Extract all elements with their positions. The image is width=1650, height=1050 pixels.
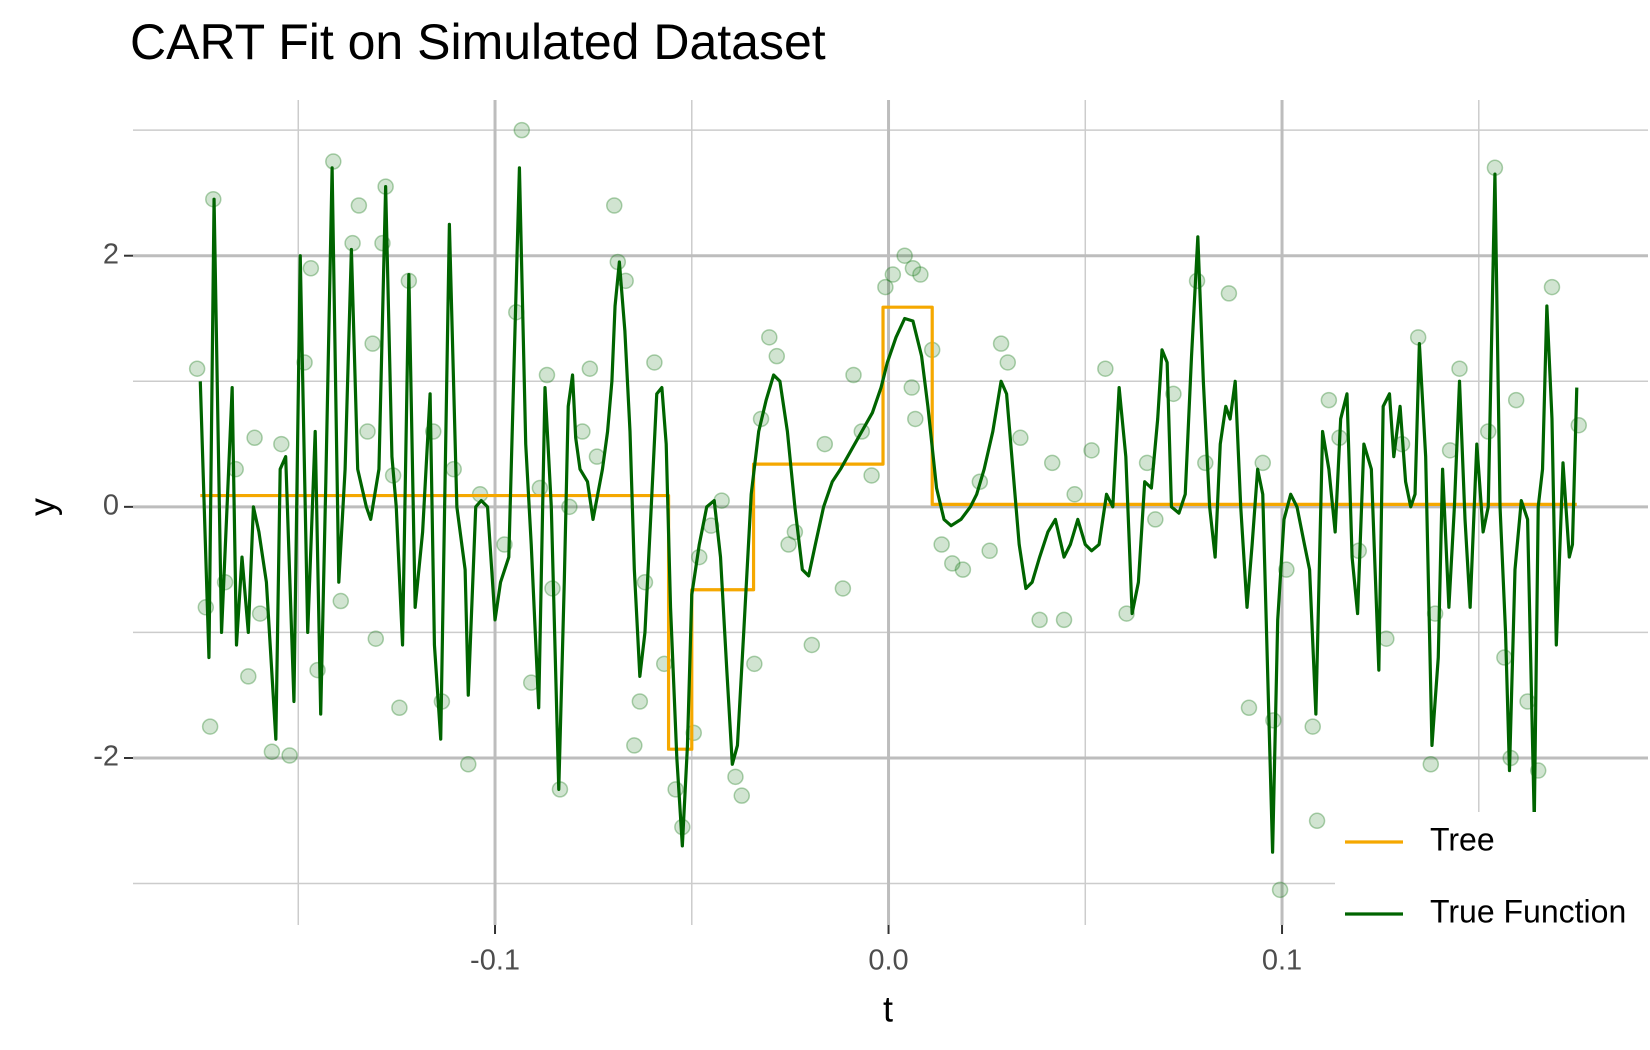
data-point: [636, 573, 654, 591]
data-point: [1308, 812, 1326, 830]
data-point: [896, 247, 913, 264]
legend: Tree True Function: [1335, 812, 1650, 1004]
x-tick-label: 0.0: [868, 945, 908, 977]
data-point: [460, 756, 477, 773]
data-point: [727, 768, 744, 786]
x-tick-label: -0.1: [470, 945, 520, 977]
data-point: [1378, 630, 1395, 647]
data-point: [667, 781, 684, 798]
data-point: [561, 498, 578, 516]
data-point: [834, 580, 852, 597]
y-tick-label: 2: [103, 238, 119, 270]
y-tick-label: -2: [93, 741, 119, 773]
data-point: [1271, 881, 1289, 899]
data-point: [263, 743, 281, 760]
data-point: [816, 435, 834, 453]
data-point: [1220, 285, 1238, 302]
data-point: [531, 479, 549, 497]
data-point: [786, 523, 804, 541]
data-point: [1240, 699, 1258, 717]
data-point: [1320, 391, 1338, 409]
grid: -0.1 0.0 0.1 -2 0 2: [93, 100, 1648, 977]
x-tick-label: 0.1: [1262, 945, 1302, 977]
data-point: [445, 460, 462, 478]
data-point: [631, 693, 649, 710]
data-point: [999, 354, 1017, 371]
data-point: [302, 260, 320, 277]
data-point: [912, 266, 929, 283]
data-point: [1031, 611, 1048, 629]
data-point: [1055, 611, 1073, 629]
series-line: [198, 166, 1579, 854]
data-point: [768, 347, 786, 365]
legend-label: Tree: [1430, 821, 1495, 857]
chart-title: CART Fit on Simulated Dataset: [130, 14, 826, 70]
data-point: [884, 266, 902, 283]
data-point: [1012, 429, 1029, 447]
data-point: [1422, 756, 1440, 773]
data-point: [992, 335, 1010, 352]
data-point: [251, 605, 269, 622]
data-point: [746, 655, 763, 673]
data-point: [273, 435, 290, 453]
data-point: [761, 329, 778, 346]
x-axis-label: t: [883, 989, 893, 1030]
data-point: [367, 630, 385, 647]
data-point: [359, 423, 376, 440]
data-point: [944, 555, 961, 572]
data-point: [803, 636, 821, 654]
data-point: [933, 536, 950, 553]
data-point: [1083, 442, 1100, 459]
data-point: [1507, 391, 1525, 409]
data-point: [713, 492, 730, 509]
data-point: [981, 542, 998, 560]
legend-box: [1335, 812, 1650, 1004]
legend-label: True Function: [1430, 893, 1626, 929]
data-point: [863, 467, 880, 484]
plot-area: [188, 121, 1587, 899]
data-point: [877, 278, 894, 296]
data-point: [240, 668, 257, 685]
data-point: [1097, 360, 1114, 377]
data-point: [1147, 511, 1164, 528]
data-point: [581, 360, 599, 377]
data-point: [1496, 649, 1513, 666]
y-axis-label: y: [22, 498, 63, 516]
data-point: [538, 366, 556, 384]
data-point: [332, 592, 350, 610]
data-point: [391, 699, 408, 717]
series-line: [200, 305, 1577, 751]
data-point: [1451, 360, 1468, 377]
data-point: [1043, 454, 1061, 472]
data-point: [350, 197, 368, 214]
data-point: [904, 260, 922, 277]
data-point: [246, 429, 263, 447]
data-point: [1304, 718, 1321, 735]
data-point: [281, 747, 298, 764]
data-point: [1118, 605, 1135, 622]
data-point: [1570, 416, 1587, 434]
data-point: [201, 718, 219, 735]
data-point: [606, 197, 623, 214]
data-point: [845, 366, 862, 384]
data-point: [780, 536, 797, 553]
data-point: [1543, 278, 1561, 296]
data-point: [364, 335, 381, 352]
data-point: [626, 737, 643, 754]
data-point: [188, 360, 206, 377]
data-point: [954, 561, 972, 578]
data-point: [903, 379, 920, 396]
data-point: [1254, 454, 1272, 472]
data-point: [907, 410, 924, 428]
data-point: [733, 787, 751, 804]
data-point: [1197, 454, 1214, 472]
data-point: [513, 121, 531, 139]
data-point: [1066, 486, 1083, 503]
y-tick-label: 0: [103, 490, 119, 522]
data-point: [646, 354, 663, 371]
